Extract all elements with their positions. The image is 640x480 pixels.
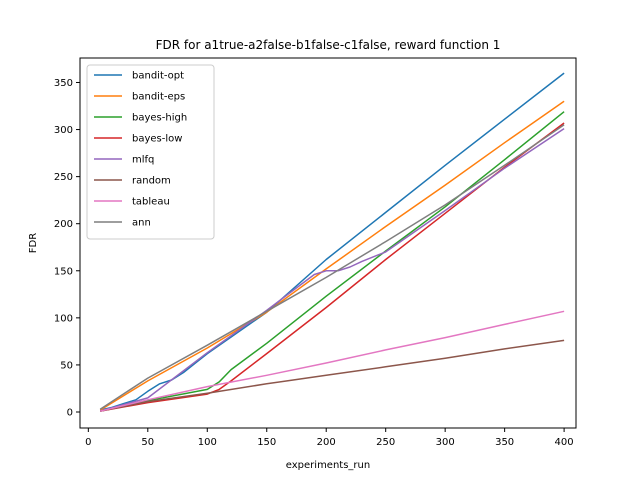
- x-tick-label: 0: [85, 437, 91, 448]
- x-tick-label: 200: [317, 437, 336, 448]
- legend-box: [86, 64, 215, 240]
- x-tick-label: 350: [495, 437, 514, 448]
- legend-label-tableau: tableau: [132, 197, 170, 208]
- x-tick-label: 400: [555, 437, 574, 448]
- x-tick-label: 50: [141, 437, 154, 448]
- plot-lines: [99, 72, 565, 412]
- legend-label-random: random: [132, 176, 171, 187]
- x-tick-label: 300: [436, 437, 455, 448]
- series-line-ann: [99, 124, 565, 410]
- x-tick-label: 150: [257, 437, 276, 448]
- y-tick-label: 150: [54, 266, 73, 277]
- y-tick-label: 200: [54, 219, 73, 230]
- plot-frame: [79, 57, 577, 429]
- series-line-bandit-opt: [100, 72, 565, 411]
- chart-title: FDR for a1true-a2false-b1false-c1false, …: [156, 38, 501, 52]
- y-tick-label: 250: [54, 172, 73, 183]
- legend-label-bandit-eps: bandit-eps: [132, 92, 185, 103]
- y-axis: 0 50 100 150 200 250 300 350: [54, 78, 80, 418]
- series-line-bayes-low: [100, 122, 565, 412]
- legend-label-ann: ann: [132, 218, 151, 229]
- x-tick-label: 100: [198, 437, 217, 448]
- y-tick-label: 300: [54, 125, 73, 136]
- y-tick-label: 50: [60, 360, 73, 371]
- legend-label-bandit-opt: bandit-opt: [132, 71, 184, 82]
- y-tick-label: 0: [67, 407, 73, 418]
- series-line-random: [100, 339, 565, 412]
- series-line-tableau: [100, 310, 565, 412]
- legend-label-mlfq: mlfq: [132, 155, 154, 166]
- x-axis-title: experiments_run: [286, 460, 370, 471]
- x-axis: 0 50 100 150 200 250 300 350 400: [85, 428, 574, 448]
- y-tick-label: 350: [54, 78, 73, 89]
- series-line-bandit-eps: [99, 100, 565, 411]
- y-tick-label: 100: [54, 313, 73, 324]
- y-axis-title: FDR: [28, 233, 39, 253]
- legend-label-bayes-low: bayes-low: [132, 134, 182, 145]
- legend-label-bayes-high: bayes-high: [132, 113, 187, 124]
- x-tick-label: 250: [376, 437, 395, 448]
- legend: bandit-opt bandit-eps bayes-high bayes-low m…: [86, 64, 215, 240]
